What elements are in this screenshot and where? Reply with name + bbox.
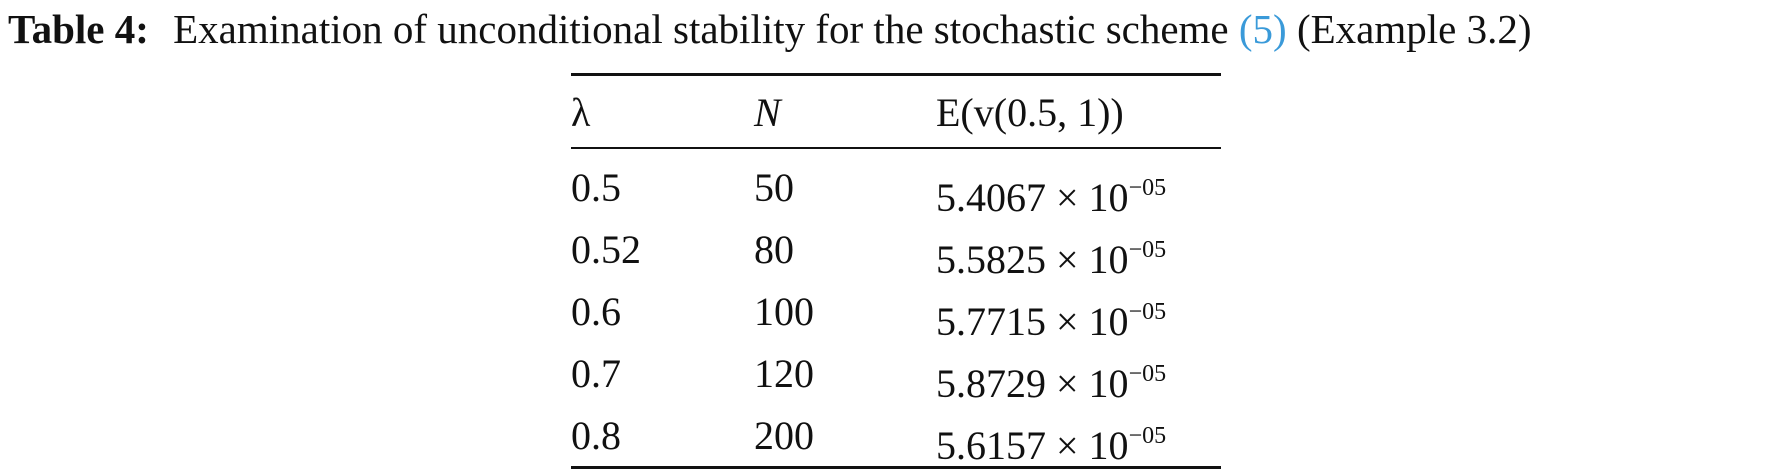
lambda-cell: 0.5 [571, 165, 621, 210]
e-base: 5.8729 × 10 [936, 361, 1129, 406]
e-cell: 5.7715 × 10−05 [936, 289, 1166, 345]
caption-label: Table 4: [8, 6, 149, 52]
e-exponent: −05 [1128, 423, 1167, 449]
caption: Table 4: Examination of unconditional st… [8, 4, 1783, 54]
lambda-cell: 0.7 [571, 351, 621, 396]
e-cell: 5.6157 × 10−05 [936, 413, 1166, 469]
n-cell: 200 [754, 413, 814, 458]
e-base: 5.7715 × 10 [936, 299, 1129, 344]
lambda-cell: 0.8 [571, 413, 621, 458]
n-cell: 50 [754, 165, 794, 210]
e-exponent: −05 [1128, 175, 1167, 201]
e-exponent: −05 [1128, 237, 1167, 263]
top-rule [571, 73, 1221, 76]
header-cell: E(v(0.5, 1)) [936, 90, 1124, 135]
e-exponent: −05 [1128, 361, 1167, 387]
e-base: 5.6157 × 10 [936, 423, 1129, 468]
n-cell: 80 [754, 227, 794, 272]
mid-rule [571, 147, 1221, 149]
bottom-rule [571, 466, 1221, 469]
e-cell: 5.4067 × 10−05 [936, 165, 1166, 221]
e-exponent: −05 [1128, 299, 1167, 325]
e-cell: 5.5825 × 10−05 [936, 227, 1166, 283]
lambda-cell: 0.6 [571, 289, 621, 334]
caption-text: Examination of unconditional stability f… [173, 6, 1229, 52]
e-cell: 5.8729 × 10−05 [936, 351, 1166, 407]
n-cell: 100 [754, 289, 814, 334]
e-base: 5.5825 × 10 [936, 237, 1129, 282]
header-cell: N [754, 90, 781, 135]
caption-suffix: (Example 3.2) [1296, 6, 1532, 52]
caption-ref[interactable]: (5) [1238, 6, 1287, 52]
e-base: 5.4067 × 10 [936, 175, 1129, 220]
lambda-cell: 0.52 [571, 227, 641, 272]
n-cell: 120 [754, 351, 814, 396]
header-cell: λ [571, 90, 591, 135]
